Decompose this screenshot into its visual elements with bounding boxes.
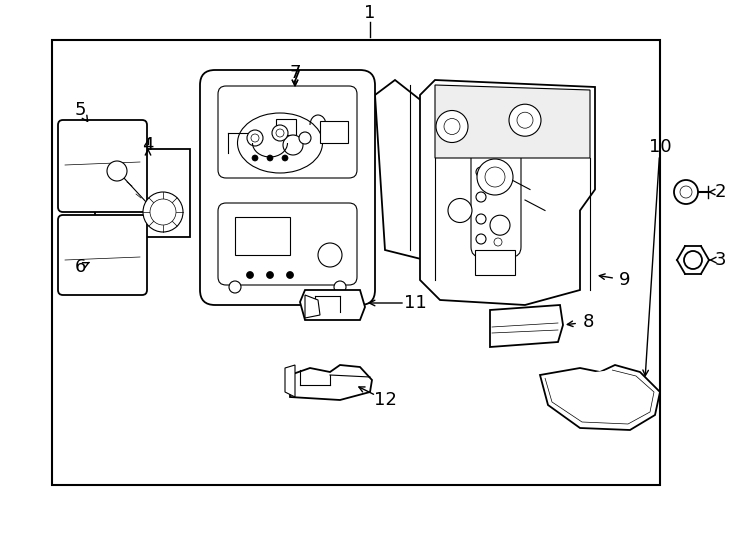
Polygon shape (540, 365, 660, 430)
Circle shape (494, 238, 502, 246)
Circle shape (299, 132, 311, 144)
Polygon shape (290, 365, 372, 400)
Text: 10: 10 (649, 138, 672, 156)
Circle shape (485, 167, 505, 187)
Polygon shape (300, 290, 365, 320)
Circle shape (680, 186, 692, 198)
Circle shape (272, 125, 288, 141)
FancyBboxPatch shape (218, 86, 357, 178)
Circle shape (448, 199, 472, 222)
Circle shape (476, 192, 486, 202)
Circle shape (444, 118, 460, 134)
Circle shape (143, 192, 183, 232)
Polygon shape (420, 80, 595, 305)
Text: 7: 7 (289, 64, 301, 82)
Text: 7: 7 (289, 69, 301, 87)
Circle shape (436, 111, 468, 143)
Circle shape (252, 155, 258, 161)
Bar (276, 119, 296, 135)
Polygon shape (463, 107, 531, 267)
Polygon shape (268, 97, 330, 155)
Bar (475, 250, 515, 275)
FancyBboxPatch shape (218, 203, 357, 285)
Polygon shape (285, 365, 295, 397)
Polygon shape (305, 295, 320, 318)
Polygon shape (258, 93, 340, 165)
Text: 2: 2 (714, 183, 726, 201)
Circle shape (283, 135, 303, 155)
Circle shape (684, 251, 702, 269)
Polygon shape (375, 80, 465, 270)
Text: 12: 12 (374, 391, 396, 409)
Circle shape (509, 104, 541, 136)
FancyBboxPatch shape (58, 120, 147, 212)
Polygon shape (435, 85, 590, 158)
Circle shape (477, 159, 513, 195)
Polygon shape (545, 370, 654, 424)
Circle shape (150, 199, 176, 225)
FancyBboxPatch shape (58, 215, 147, 295)
Circle shape (251, 134, 259, 142)
Circle shape (267, 155, 273, 161)
Polygon shape (490, 305, 563, 347)
Text: 4: 4 (142, 136, 153, 154)
Circle shape (282, 155, 288, 161)
Text: 5: 5 (74, 101, 86, 119)
Text: 1: 1 (364, 4, 376, 22)
Circle shape (247, 272, 253, 279)
Circle shape (674, 180, 698, 204)
Circle shape (476, 214, 486, 224)
Circle shape (517, 112, 533, 128)
Circle shape (107, 161, 127, 181)
FancyBboxPatch shape (471, 122, 521, 257)
Text: 3: 3 (714, 251, 726, 269)
Text: 8: 8 (582, 313, 594, 331)
Circle shape (266, 272, 274, 279)
Bar (95, 149, 190, 237)
Bar (235, 217, 290, 255)
Bar (320, 121, 348, 143)
Circle shape (318, 243, 342, 267)
Circle shape (476, 167, 486, 177)
Circle shape (229, 281, 241, 293)
Circle shape (494, 253, 502, 261)
Bar (52, 40, 660, 485)
Text: 6: 6 (74, 258, 86, 276)
Circle shape (494, 223, 502, 231)
Circle shape (276, 129, 284, 137)
Text: 11: 11 (404, 294, 426, 312)
Text: 9: 9 (619, 271, 631, 289)
Circle shape (247, 130, 263, 146)
FancyBboxPatch shape (200, 70, 375, 305)
Circle shape (490, 215, 510, 235)
Circle shape (334, 281, 346, 293)
Circle shape (476, 234, 486, 244)
Circle shape (286, 272, 294, 279)
